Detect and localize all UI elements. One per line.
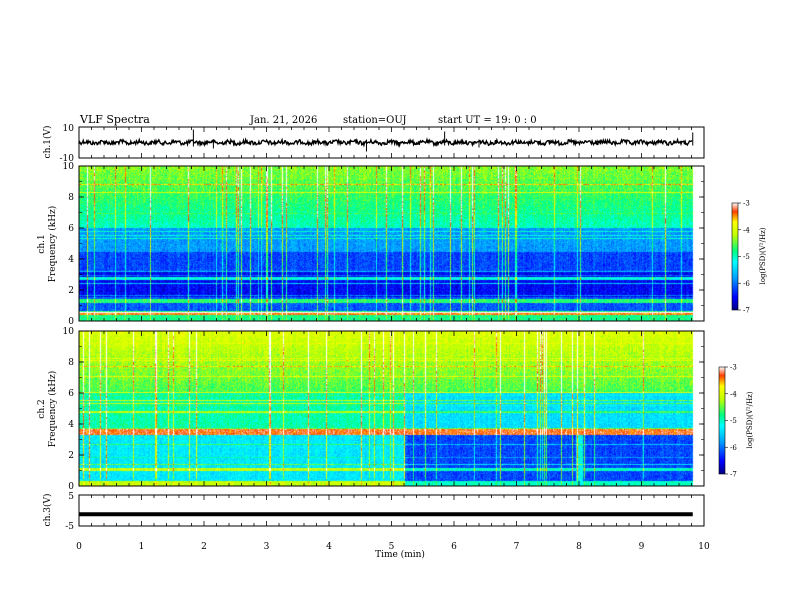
xtick-label: 9	[639, 542, 645, 552]
ytick-label: 0	[68, 482, 74, 492]
colorbar-tick-label: -5	[743, 253, 750, 261]
ch3-ytick-top: 5	[68, 492, 74, 502]
ytick-label: 8	[68, 193, 74, 203]
ch1-ylabel: ch.1(V)	[42, 126, 53, 159]
ch3-ylabel: ch.3(V)	[42, 494, 53, 527]
ch1-colorbar-label: log(PSD)(V²/Hz)	[759, 227, 767, 284]
colorbar-tick-label: -3	[730, 364, 737, 372]
ch3-ytick-bottom: -5	[65, 522, 74, 532]
xtick-label: 6	[451, 542, 457, 552]
ch1-trace	[78, 129, 694, 152]
ch1-spectrogram-heatmap	[79, 166, 704, 321]
xtick-label: 0	[76, 542, 82, 552]
ch1-spec-ylabel-freq: Frequency (kHz)	[47, 206, 58, 283]
ytick-label: 6	[68, 389, 74, 399]
time-axis-ticks	[78, 127, 705, 526]
xtick-label: 5	[389, 542, 395, 552]
colorbar-tick-label: -3	[743, 200, 750, 208]
ytick-label: 10	[63, 162, 75, 172]
xtick-label: 4	[326, 542, 332, 552]
xtick-label: 10	[698, 542, 710, 552]
ch1-colorbar	[731, 202, 739, 311]
xtick-label: 8	[576, 542, 582, 552]
colorbar-tick-label: -7	[743, 307, 750, 315]
ch2-spectrogram-heatmap	[79, 331, 704, 486]
ytick-label: 2	[68, 286, 74, 296]
figure-date: Jan. 21, 2026	[249, 115, 317, 126]
ch2-colorbar-label: log(PSD)(V²/Hz)	[746, 391, 754, 448]
xtick-label: 7	[514, 542, 520, 552]
xtick-label: 1	[139, 542, 145, 552]
time-axis-label: Time (min)	[375, 549, 425, 560]
xtick-label: 2	[201, 542, 207, 552]
colorbar-tick-label: -5	[730, 417, 737, 425]
ch1-ytick-top: 10	[63, 124, 75, 134]
colorbar-tick-label: -4	[730, 390, 737, 398]
xtick-label: 3	[264, 542, 270, 552]
ytick-label: 6	[68, 224, 74, 234]
ytick-label: 2	[68, 451, 74, 461]
ytick-label: 8	[68, 358, 74, 368]
ch2-spec-ylabel-freq: Frequency (kHz)	[47, 371, 58, 448]
colorbar-tick-label: -6	[743, 280, 750, 288]
ytick-label: 0	[68, 317, 74, 327]
figure-start-time: start UT = 19: 0 : 0	[438, 115, 537, 126]
ytick-label: 10	[63, 327, 75, 337]
ch2-colorbar	[718, 366, 726, 475]
colorbar-tick-label: -7	[730, 471, 737, 479]
ch1-spec-ylabel-channel: ch.1	[37, 234, 47, 253]
time-axis-labels: 0 1 2 3 4 5 6 7 8 9 10	[76, 542, 710, 552]
ytick-label: 4	[68, 420, 74, 430]
ch1-ytick-bottom: -10	[60, 154, 75, 164]
ch2-spec-ylabel-channel: ch.2	[37, 399, 47, 418]
ytick-label: 4	[68, 255, 74, 265]
figure-station: station=OUJ	[343, 115, 407, 126]
colorbar-tick-label: -4	[743, 226, 750, 234]
colorbar-tick-label: -6	[730, 444, 737, 452]
ch3-waveform-panel: 5 -5 ch.3(V)	[42, 492, 705, 532]
figure-title: VLF Spectra	[79, 113, 150, 126]
ch1-signal-line	[78, 137, 693, 148]
